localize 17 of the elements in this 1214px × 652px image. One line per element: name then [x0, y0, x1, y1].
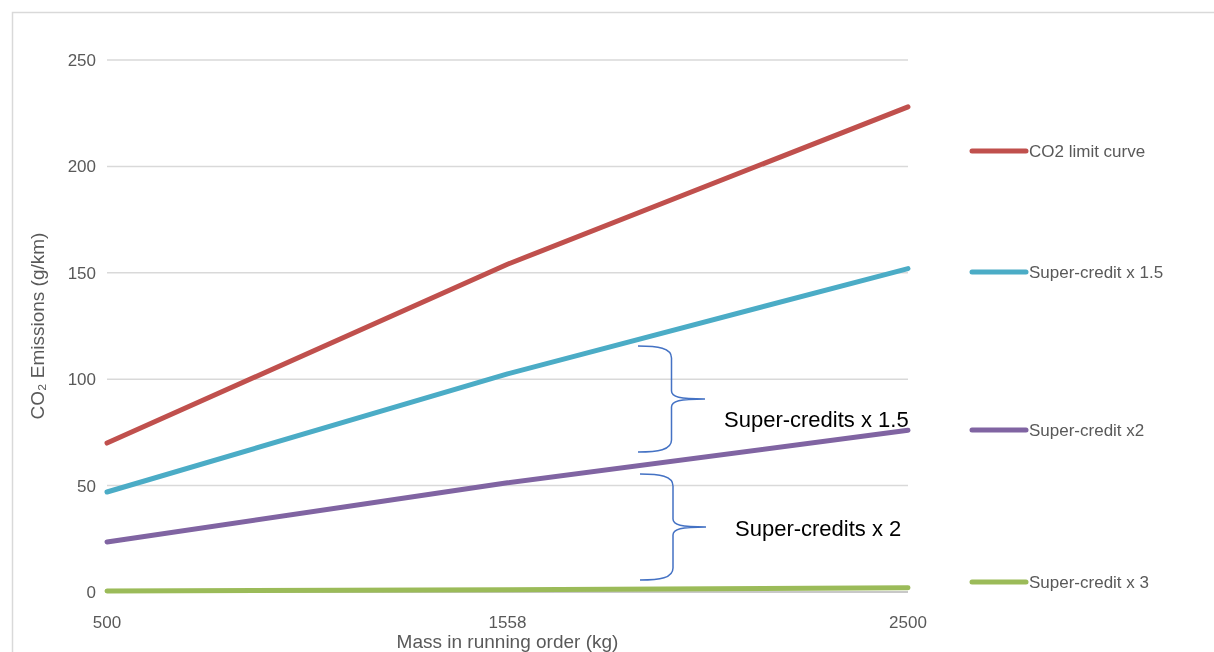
x-tick-label: 500	[92, 613, 122, 632]
legend-label: CO2 limit curve	[1029, 141, 1146, 161]
y-axis-title: CO₂ Emissions (g/km)	[27, 232, 48, 420]
y-tick-label: 200	[67, 157, 96, 177]
x-tick-label: 1558	[488, 613, 527, 632]
y-tick-label: 150	[67, 263, 96, 283]
x-axis-title: Mass in running order (kg)	[396, 631, 619, 652]
y-tick-label: 50	[77, 476, 96, 496]
legend-label: Super-credit x 1.5	[1029, 262, 1164, 282]
y-tick-label: 100	[67, 370, 96, 390]
annotation: Super-credits x 2	[735, 516, 902, 541]
legend-label: Super-credit x2	[1029, 420, 1145, 440]
annotation: Super-credits x 1.5	[724, 407, 909, 432]
x-tick-label: 2500	[889, 613, 927, 632]
legend-label: Super-credit x 3	[1029, 572, 1149, 592]
y-tick-label: 0	[86, 582, 96, 602]
y-tick-label: 250	[67, 50, 96, 70]
